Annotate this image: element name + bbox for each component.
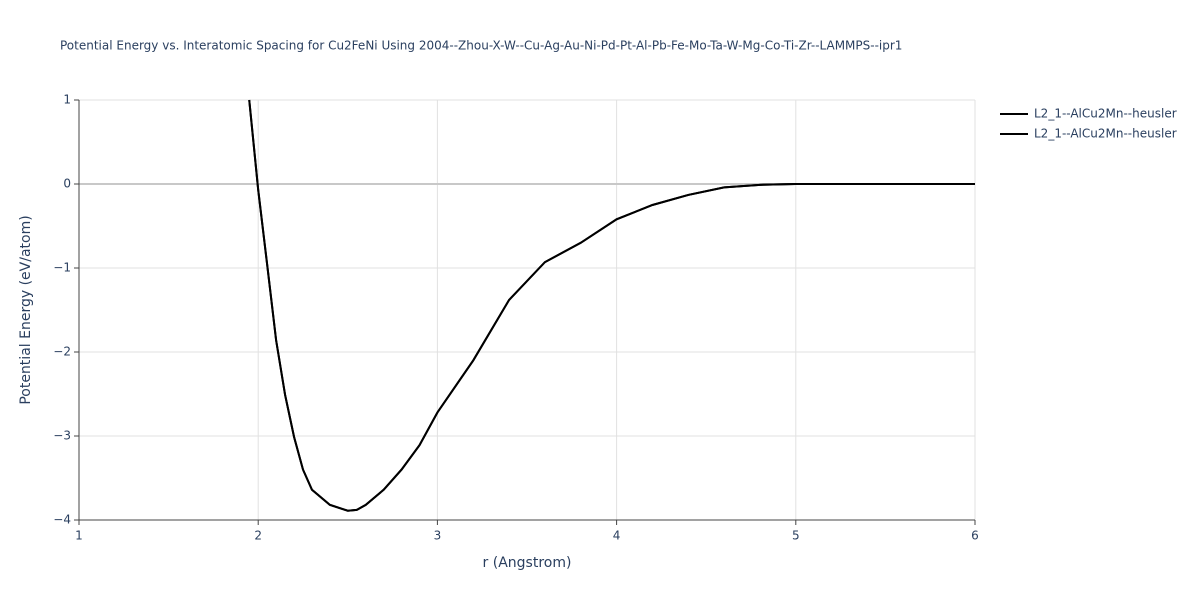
x-tick-label: 3 xyxy=(434,529,442,543)
series-line xyxy=(248,99,975,512)
series-line xyxy=(248,99,975,512)
y-tick-label: −4 xyxy=(53,513,71,527)
y-tick-label: −1 xyxy=(53,261,71,275)
y-tick-label: −2 xyxy=(53,345,71,359)
x-tick-label: 6 xyxy=(971,529,979,543)
x-tick-label: 2 xyxy=(254,529,262,543)
legend-label: L2_1--AlCu2Mn--heusler xyxy=(1034,127,1177,141)
x-tick-label: 4 xyxy=(613,529,621,543)
legend-label: L2_1--AlCu2Mn--heusler xyxy=(1034,107,1177,121)
x-tick-label: 1 xyxy=(75,529,83,543)
chart-title: Potential Energy vs. Interatomic Spacing… xyxy=(60,39,902,53)
x-tick-label: 5 xyxy=(792,529,800,543)
y-axis-title: Potential Energy (eV/atom) xyxy=(18,215,34,404)
y-tick-label: 0 xyxy=(63,177,71,191)
x-axis-title: r (Angstrom) xyxy=(483,555,572,571)
y-tick-label: −3 xyxy=(53,429,71,443)
y-tick-label: 1 xyxy=(63,93,71,107)
